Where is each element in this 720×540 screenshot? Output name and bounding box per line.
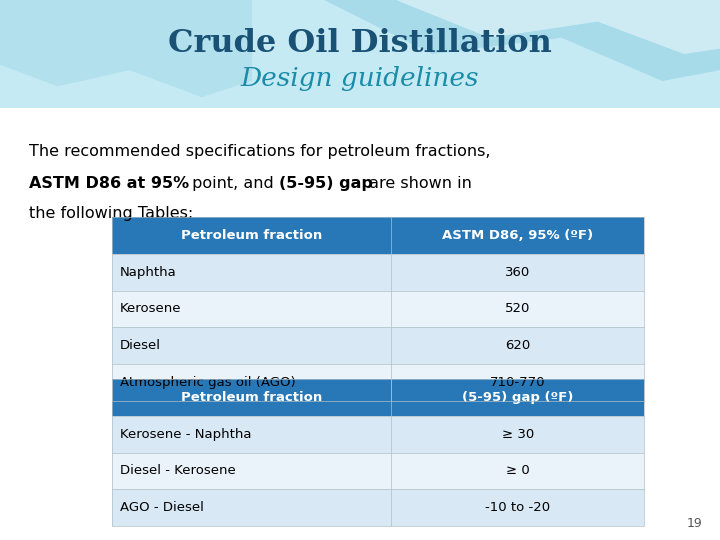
Text: 360: 360 <box>505 266 531 279</box>
Text: (5-95) gap: (5-95) gap <box>279 176 372 191</box>
Text: Naphtha: Naphtha <box>120 266 177 279</box>
FancyBboxPatch shape <box>112 254 644 291</box>
FancyBboxPatch shape <box>112 291 644 327</box>
Text: ASTM D86 at 95%: ASTM D86 at 95% <box>29 176 189 191</box>
Text: the following Tables:: the following Tables: <box>29 206 193 221</box>
FancyBboxPatch shape <box>112 217 644 254</box>
Text: ≥ 0: ≥ 0 <box>506 464 530 477</box>
Text: ≥ 30: ≥ 30 <box>502 428 534 441</box>
Text: 710-770: 710-770 <box>490 376 546 389</box>
FancyBboxPatch shape <box>112 489 644 526</box>
Text: The recommended specifications for petroleum fractions,: The recommended specifications for petro… <box>29 144 490 159</box>
FancyBboxPatch shape <box>0 0 720 108</box>
Text: AGO - Diesel: AGO - Diesel <box>120 501 204 514</box>
Text: Diesel - Kerosene: Diesel - Kerosene <box>120 464 236 477</box>
Text: point, and: point, and <box>187 176 279 191</box>
Text: Kerosene: Kerosene <box>120 302 181 315</box>
FancyBboxPatch shape <box>112 453 644 489</box>
FancyBboxPatch shape <box>112 364 644 401</box>
Text: Kerosene - Naphtha: Kerosene - Naphtha <box>120 428 252 441</box>
FancyBboxPatch shape <box>112 416 644 453</box>
Text: 520: 520 <box>505 302 531 315</box>
Text: Petroleum fraction: Petroleum fraction <box>181 391 322 404</box>
Polygon shape <box>396 0 720 54</box>
Text: Petroleum fraction: Petroleum fraction <box>181 229 322 242</box>
Text: (5-95) gap (ºF): (5-95) gap (ºF) <box>462 391 574 404</box>
Text: -10 to -20: -10 to -20 <box>485 501 550 514</box>
Text: are shown in: are shown in <box>364 176 472 191</box>
Text: Crude Oil Distillation: Crude Oil Distillation <box>168 28 552 59</box>
Text: Atmospheric gas oil (AGO): Atmospheric gas oil (AGO) <box>120 376 296 389</box>
Text: ASTM D86, 95% (ºF): ASTM D86, 95% (ºF) <box>442 229 593 242</box>
Polygon shape <box>324 0 720 81</box>
Text: 19: 19 <box>686 517 702 530</box>
Text: Diesel: Diesel <box>120 339 161 352</box>
FancyBboxPatch shape <box>112 379 644 416</box>
FancyBboxPatch shape <box>112 327 644 364</box>
Text: 620: 620 <box>505 339 531 352</box>
Text: Design guidelines: Design guidelines <box>240 66 480 91</box>
Polygon shape <box>0 0 252 97</box>
